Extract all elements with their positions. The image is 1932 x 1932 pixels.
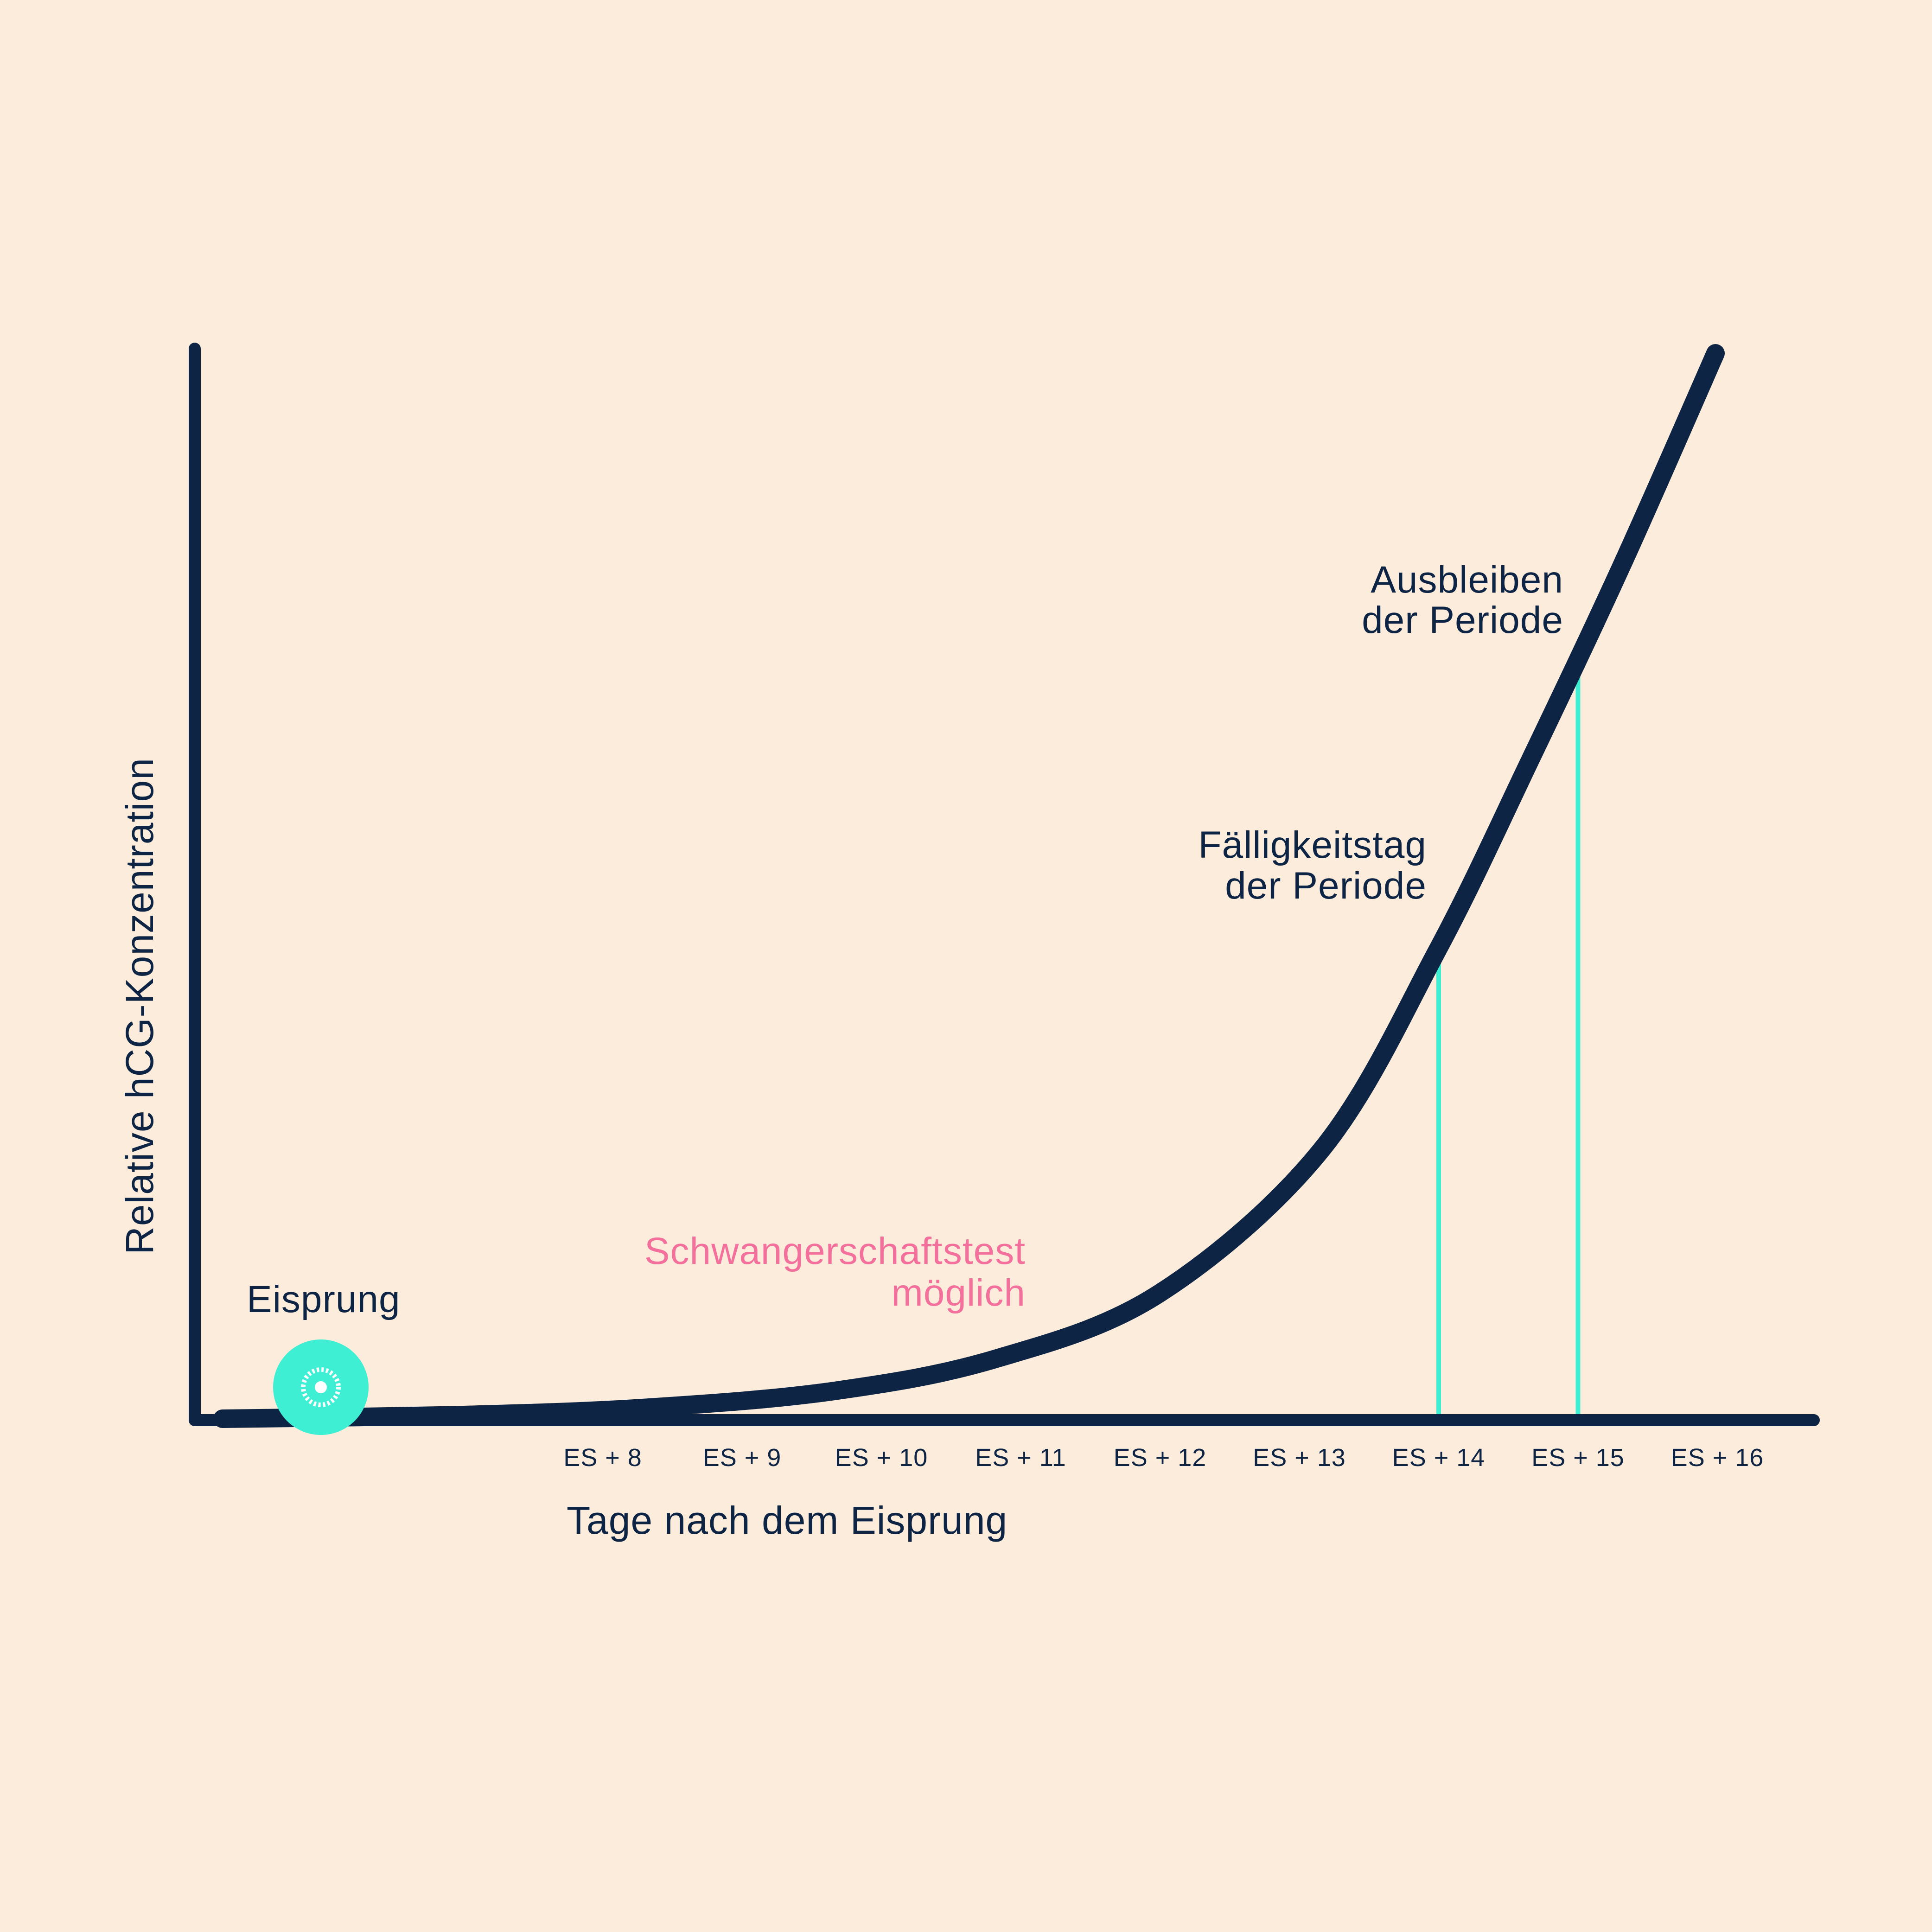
annotation-period-due-line2: der Periode <box>1225 865 1427 907</box>
x-tick-es8: ES + 8 <box>563 1444 642 1472</box>
hcg-curve <box>213 344 1725 1428</box>
y-axis-title: Relative hCG-Konzentration <box>118 758 161 1255</box>
annotation-test-possible: Schwangerschaftstest möglich <box>644 1230 1026 1314</box>
x-tick-es10: ES + 10 <box>835 1444 928 1472</box>
annotation-test-possible-line1: Schwangerschaftstest <box>644 1230 1026 1272</box>
x-tick-es12: ES + 12 <box>1114 1444 1207 1472</box>
x-axis-title: Tage nach dem Eisprung <box>567 1498 1007 1542</box>
ovulation-icon <box>273 1339 369 1435</box>
annotation-missed-period-line2: der Periode <box>1362 599 1563 641</box>
x-tick-es15: ES + 15 <box>1531 1444 1625 1472</box>
x-tick-es16: ES + 16 <box>1671 1444 1764 1472</box>
annotation-missed-period-line1: Ausbleiben <box>1371 559 1563 601</box>
x-tick-es14: ES + 14 <box>1392 1444 1486 1472</box>
ovulation-icon-dashed-ring <box>301 1367 341 1407</box>
annotation-missed-period: Ausbleiben der Periode <box>1362 559 1563 641</box>
x-tick-es9: ES + 9 <box>703 1444 782 1472</box>
annotation-ovulation-label: Eisprung <box>247 1278 401 1320</box>
annotation-period-due-line1: Fälligkeitstag <box>1198 824 1427 866</box>
x-tick-es13: ES + 13 <box>1253 1444 1346 1472</box>
period-marker-lines <box>1436 660 1581 1420</box>
x-tick-labels: ES + 8 ES + 9 ES + 10 ES + 11 ES + 12 ES… <box>563 1444 1764 1472</box>
ovulation-icon-dot <box>315 1381 327 1393</box>
annotation-test-possible-line2: möglich <box>891 1272 1026 1314</box>
x-tick-es11: ES + 11 <box>975 1444 1066 1472</box>
annotation-period-due: Fälligkeitstag der Periode <box>1198 824 1427 907</box>
